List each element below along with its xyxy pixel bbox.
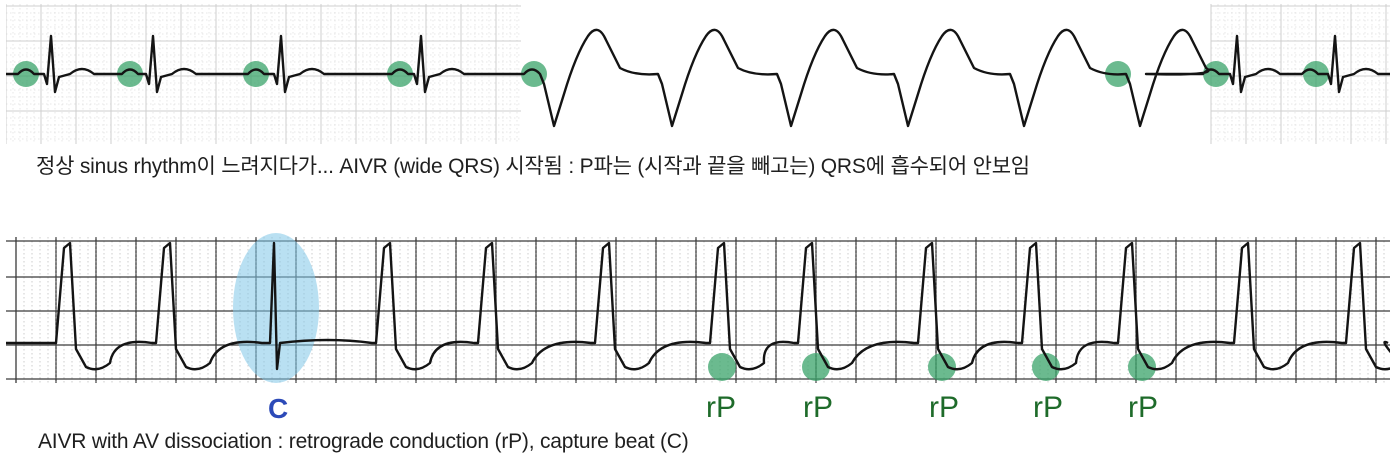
- retrograde-p-marker: [802, 353, 830, 381]
- p-wave-marker: [521, 61, 547, 87]
- retrograde-p-marker: [928, 353, 956, 381]
- p-wave-marker: [243, 61, 269, 87]
- p-wave-marker: [117, 61, 143, 87]
- retrograde-p-label: rP: [803, 391, 833, 424]
- caption-sinus-to-aivr: 정상 sinus rhythm이 느려지다가... AIVR (wide QRS…: [36, 155, 1030, 178]
- retrograde-p-marker: [1032, 353, 1060, 381]
- p-wave-marker: [1303, 61, 1329, 87]
- ecg-strip-top: [6, 4, 1390, 144]
- retrograde-p-marker: [708, 353, 736, 381]
- ecg-trace-top: [6, 28, 1390, 128]
- retrograde-p-label: rP: [706, 391, 736, 424]
- capture-beat-label: C: [268, 393, 289, 424]
- retrograde-p-marker: [1128, 353, 1156, 381]
- ecg-trace-bottom: [6, 241, 1390, 371]
- caption-av-dissociation: AIVR with AV dissociation : retrograde c…: [38, 430, 689, 453]
- p-wave-marker: [1203, 61, 1229, 87]
- p-wave-marker: [13, 61, 39, 87]
- retrograde-p-label: rP: [929, 391, 959, 424]
- ecg-strip-bottom: [6, 233, 1390, 383]
- retrograde-p-label: rP: [1033, 391, 1063, 424]
- p-wave-marker: [387, 61, 413, 87]
- ecg-grid-bottom: [6, 237, 1390, 383]
- retrograde-p-label: rP: [1128, 391, 1158, 424]
- retrograde-p-markers: [708, 353, 1156, 381]
